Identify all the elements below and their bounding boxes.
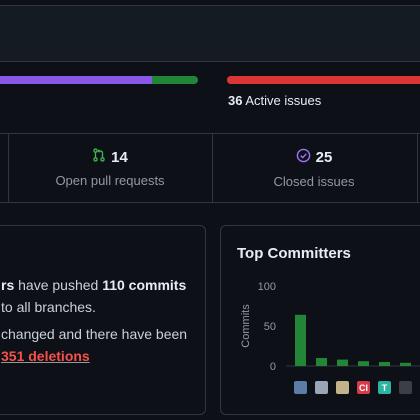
y-tick-label: 0 xyxy=(270,361,276,373)
git-pull-request-icon xyxy=(92,148,106,166)
active-issues-label: Active issues xyxy=(245,93,322,108)
stat-divider xyxy=(417,134,418,202)
committer-avatar xyxy=(357,381,370,394)
active-issues-summary[interactable]: 36 Active issues xyxy=(228,93,321,108)
avatar-ci-glyph: Cl xyxy=(359,383,368,393)
stat-divider xyxy=(212,134,213,202)
deletions-count: 351 xyxy=(1,348,25,364)
avatar-t-glyph: T xyxy=(382,383,388,393)
summary-line-1: rs have pushed 110 commits xyxy=(1,274,186,296)
top-committers-panel: Top Committers 0 50 100 Commits Cl T xyxy=(220,225,420,415)
active-issues-count: 36 xyxy=(228,93,243,108)
header-panel xyxy=(0,0,420,62)
y-axis-label: Commits xyxy=(240,304,252,348)
commits-count: 110 commits xyxy=(102,277,187,293)
stat-divider xyxy=(8,134,9,202)
committer-avatar xyxy=(315,381,328,394)
active-issues-fill xyxy=(227,76,420,84)
open-pull-requests-count: 14 xyxy=(111,148,128,166)
commit-bar xyxy=(379,362,390,366)
commit-bar xyxy=(316,358,327,366)
issues-progress-bar xyxy=(227,76,420,84)
stat-open-pull-requests[interactable]: 14 Open pull requests xyxy=(8,148,212,188)
closed-issues-label: Closed issues xyxy=(273,174,355,189)
commit-bar xyxy=(400,362,411,366)
stat-closed-issues[interactable]: 25 Closed issues xyxy=(212,148,416,189)
authors-count-tail: rs xyxy=(1,277,15,293)
top-committers-title: Top Committers xyxy=(237,245,351,262)
merged-pr-fill xyxy=(0,76,153,84)
top-committers-chart: 0 50 100 Commits Cl T xyxy=(240,281,420,394)
summary-line-2: to all branches. xyxy=(1,299,96,315)
closed-issues-count: 25 xyxy=(315,149,333,166)
deletions-link[interactable]: 351 deletions xyxy=(1,345,90,367)
summary-text: have pushed xyxy=(14,277,103,293)
top-divider xyxy=(0,0,420,6)
commit-summary-panel: rs have pushed 110 commits to all branch… xyxy=(0,225,206,415)
commit-bar xyxy=(358,361,369,366)
stats-row: 14 Open pull requests 25 Closed issues xyxy=(0,133,420,203)
open-pull-requests-label: Open pull requests xyxy=(55,173,165,188)
commit-bar xyxy=(295,314,306,366)
check-circle-icon xyxy=(296,148,311,167)
committer-avatar xyxy=(294,381,307,394)
committer-avatar xyxy=(399,381,412,394)
y-tick-label: 100 xyxy=(258,281,276,293)
deletions-label: deletions xyxy=(24,348,90,364)
committer-avatar xyxy=(378,381,391,394)
pull-requests-progress-bar xyxy=(0,76,198,84)
commit-bar xyxy=(337,359,348,366)
committer-avatar xyxy=(336,381,349,394)
summary-line-3: changed and there have been xyxy=(1,326,188,342)
y-tick-label: 50 xyxy=(264,321,276,333)
